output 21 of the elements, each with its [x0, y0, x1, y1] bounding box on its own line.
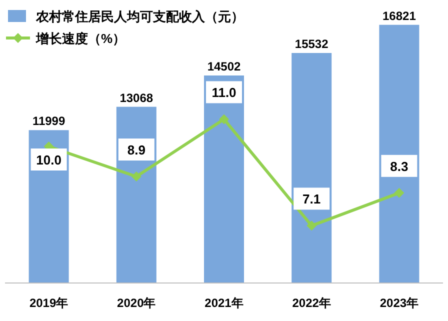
x-tick-label: 2020年	[117, 296, 156, 310]
data-label: 11999	[32, 114, 66, 128]
data-label: 8.9	[127, 142, 146, 158]
data-label: 13068	[120, 90, 154, 105]
legend-label: 增长速度（%）	[35, 31, 126, 46]
point	[394, 188, 404, 198]
x-tick-label: 2022年	[292, 296, 331, 310]
point	[131, 172, 142, 182]
data-label: 7.1	[302, 192, 321, 207]
x-tick-label: 2023年	[380, 296, 419, 310]
legend-label: 农村常住居民人均可支配收入（元）	[35, 9, 244, 24]
x-tick-label: 2021年	[204, 296, 244, 310]
data-label: 16821	[382, 8, 416, 23]
point	[219, 114, 229, 124]
data-label: 10.0	[36, 152, 62, 168]
data-label: 15532	[294, 36, 329, 51]
point	[306, 220, 317, 231]
data-label: 8.3	[390, 158, 408, 174]
x-tick-label: 2019年	[29, 296, 68, 310]
data-label: 11.0	[212, 85, 236, 100]
data-label: 14502	[207, 59, 242, 74]
